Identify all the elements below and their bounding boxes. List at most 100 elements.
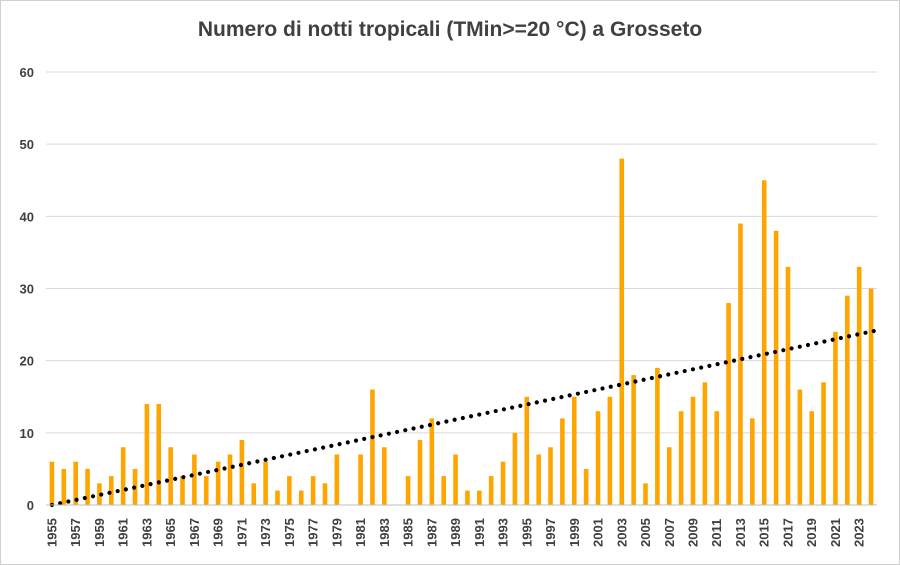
bar xyxy=(358,454,363,505)
bar xyxy=(702,382,708,505)
x-tick-label: 1997 xyxy=(543,518,558,547)
bar xyxy=(643,483,648,505)
bar xyxy=(477,490,482,505)
bar xyxy=(382,447,387,505)
x-tick-label: 1965 xyxy=(163,518,178,547)
bar xyxy=(821,382,826,505)
bar xyxy=(856,266,862,505)
x-tick-label: 2023 xyxy=(852,518,867,547)
bar xyxy=(156,403,162,505)
x-tick-label: 1999 xyxy=(567,518,582,547)
bar xyxy=(548,447,553,505)
bar xyxy=(61,468,67,505)
y-tick-label: 50 xyxy=(20,137,34,152)
bar xyxy=(833,331,838,505)
bar xyxy=(583,468,589,505)
y-axis-labels: 0 10 20 30 40 50 60 xyxy=(20,65,34,513)
bar xyxy=(441,476,446,505)
bar xyxy=(607,396,613,505)
x-tick-label: 1973 xyxy=(258,518,273,547)
bar xyxy=(322,483,328,505)
bar xyxy=(405,476,411,505)
x-tick-label: 1989 xyxy=(448,518,463,547)
bar xyxy=(631,375,636,505)
x-tick-label: 2009 xyxy=(685,518,700,547)
bar xyxy=(512,432,518,505)
x-tick-label: 1991 xyxy=(472,518,487,547)
x-tick-label: 2013 xyxy=(733,518,748,547)
bar xyxy=(73,461,78,505)
bar xyxy=(595,411,601,505)
bar xyxy=(536,454,541,505)
x-tick-label: 2017 xyxy=(780,518,795,547)
x-tick-label: 2007 xyxy=(662,518,677,547)
bar xyxy=(750,418,755,505)
bar xyxy=(797,389,803,505)
bar xyxy=(465,490,470,505)
x-tick-label: 1955 xyxy=(44,518,59,547)
x-tick-label: 2001 xyxy=(591,518,606,547)
bar xyxy=(690,396,696,505)
bar xyxy=(524,396,530,505)
x-tick-label: 1957 xyxy=(68,518,83,547)
bar xyxy=(738,223,743,506)
bar xyxy=(773,230,779,505)
bar xyxy=(120,447,126,505)
bar xyxy=(227,454,233,505)
x-axis-labels: 1955 1957 1959 1961 1963 1965 1967 1969 1971 1973… xyxy=(44,518,866,547)
bar xyxy=(370,389,375,505)
bar xyxy=(203,476,209,505)
bar xyxy=(85,468,90,505)
x-tick-label: 2003 xyxy=(614,518,629,547)
bar xyxy=(334,454,340,505)
y-tick-label: 20 xyxy=(20,354,34,369)
bar xyxy=(417,440,423,505)
trend-line xyxy=(49,328,880,508)
bar xyxy=(429,418,435,505)
y-tick-label: 30 xyxy=(20,282,34,297)
x-tick-label: 2015 xyxy=(757,518,772,547)
y-tick-label: 60 xyxy=(20,65,34,80)
y-tick-label: 40 xyxy=(20,209,34,224)
bar xyxy=(761,180,767,505)
y-tick-label: 10 xyxy=(20,426,34,441)
x-tick-label: 2021 xyxy=(828,518,843,547)
bar xyxy=(49,461,55,505)
bar xyxy=(287,476,292,505)
bars xyxy=(49,158,874,506)
bar xyxy=(500,461,506,505)
bar xyxy=(263,461,268,505)
y-tick-label: 0 xyxy=(27,498,34,513)
trendline xyxy=(49,328,880,508)
bar xyxy=(809,411,815,505)
x-tick-label: 1959 xyxy=(92,518,107,547)
x-tick-label: 1993 xyxy=(496,518,511,547)
bar xyxy=(726,302,731,505)
bar xyxy=(275,490,280,505)
x-tick-label: 1969 xyxy=(211,518,226,547)
x-tick-label: 1961 xyxy=(116,518,131,547)
x-tick-label: 2011 xyxy=(709,519,724,547)
x-tick-label: 1985 xyxy=(401,518,416,547)
bar xyxy=(144,403,150,505)
x-tick-label: 1963 xyxy=(139,518,154,547)
x-tick-label: 1979 xyxy=(329,518,344,547)
bar xyxy=(868,288,874,505)
bar xyxy=(453,454,458,505)
x-tick-label: 2005 xyxy=(638,518,653,547)
chart-title: Numero di notti tropicali (TMin>=20 °C) … xyxy=(197,18,703,41)
bar xyxy=(560,418,565,505)
x-tick-label: 1987 xyxy=(424,518,439,547)
bar xyxy=(845,295,850,505)
x-tick-label: 1995 xyxy=(519,518,534,547)
bar xyxy=(192,454,197,505)
bar xyxy=(251,483,257,505)
bar xyxy=(215,461,221,505)
bar xyxy=(655,367,660,505)
gridlines xyxy=(46,71,877,434)
x-tick-label: 1975 xyxy=(282,518,297,547)
bar xyxy=(168,447,173,505)
bar xyxy=(310,476,316,505)
